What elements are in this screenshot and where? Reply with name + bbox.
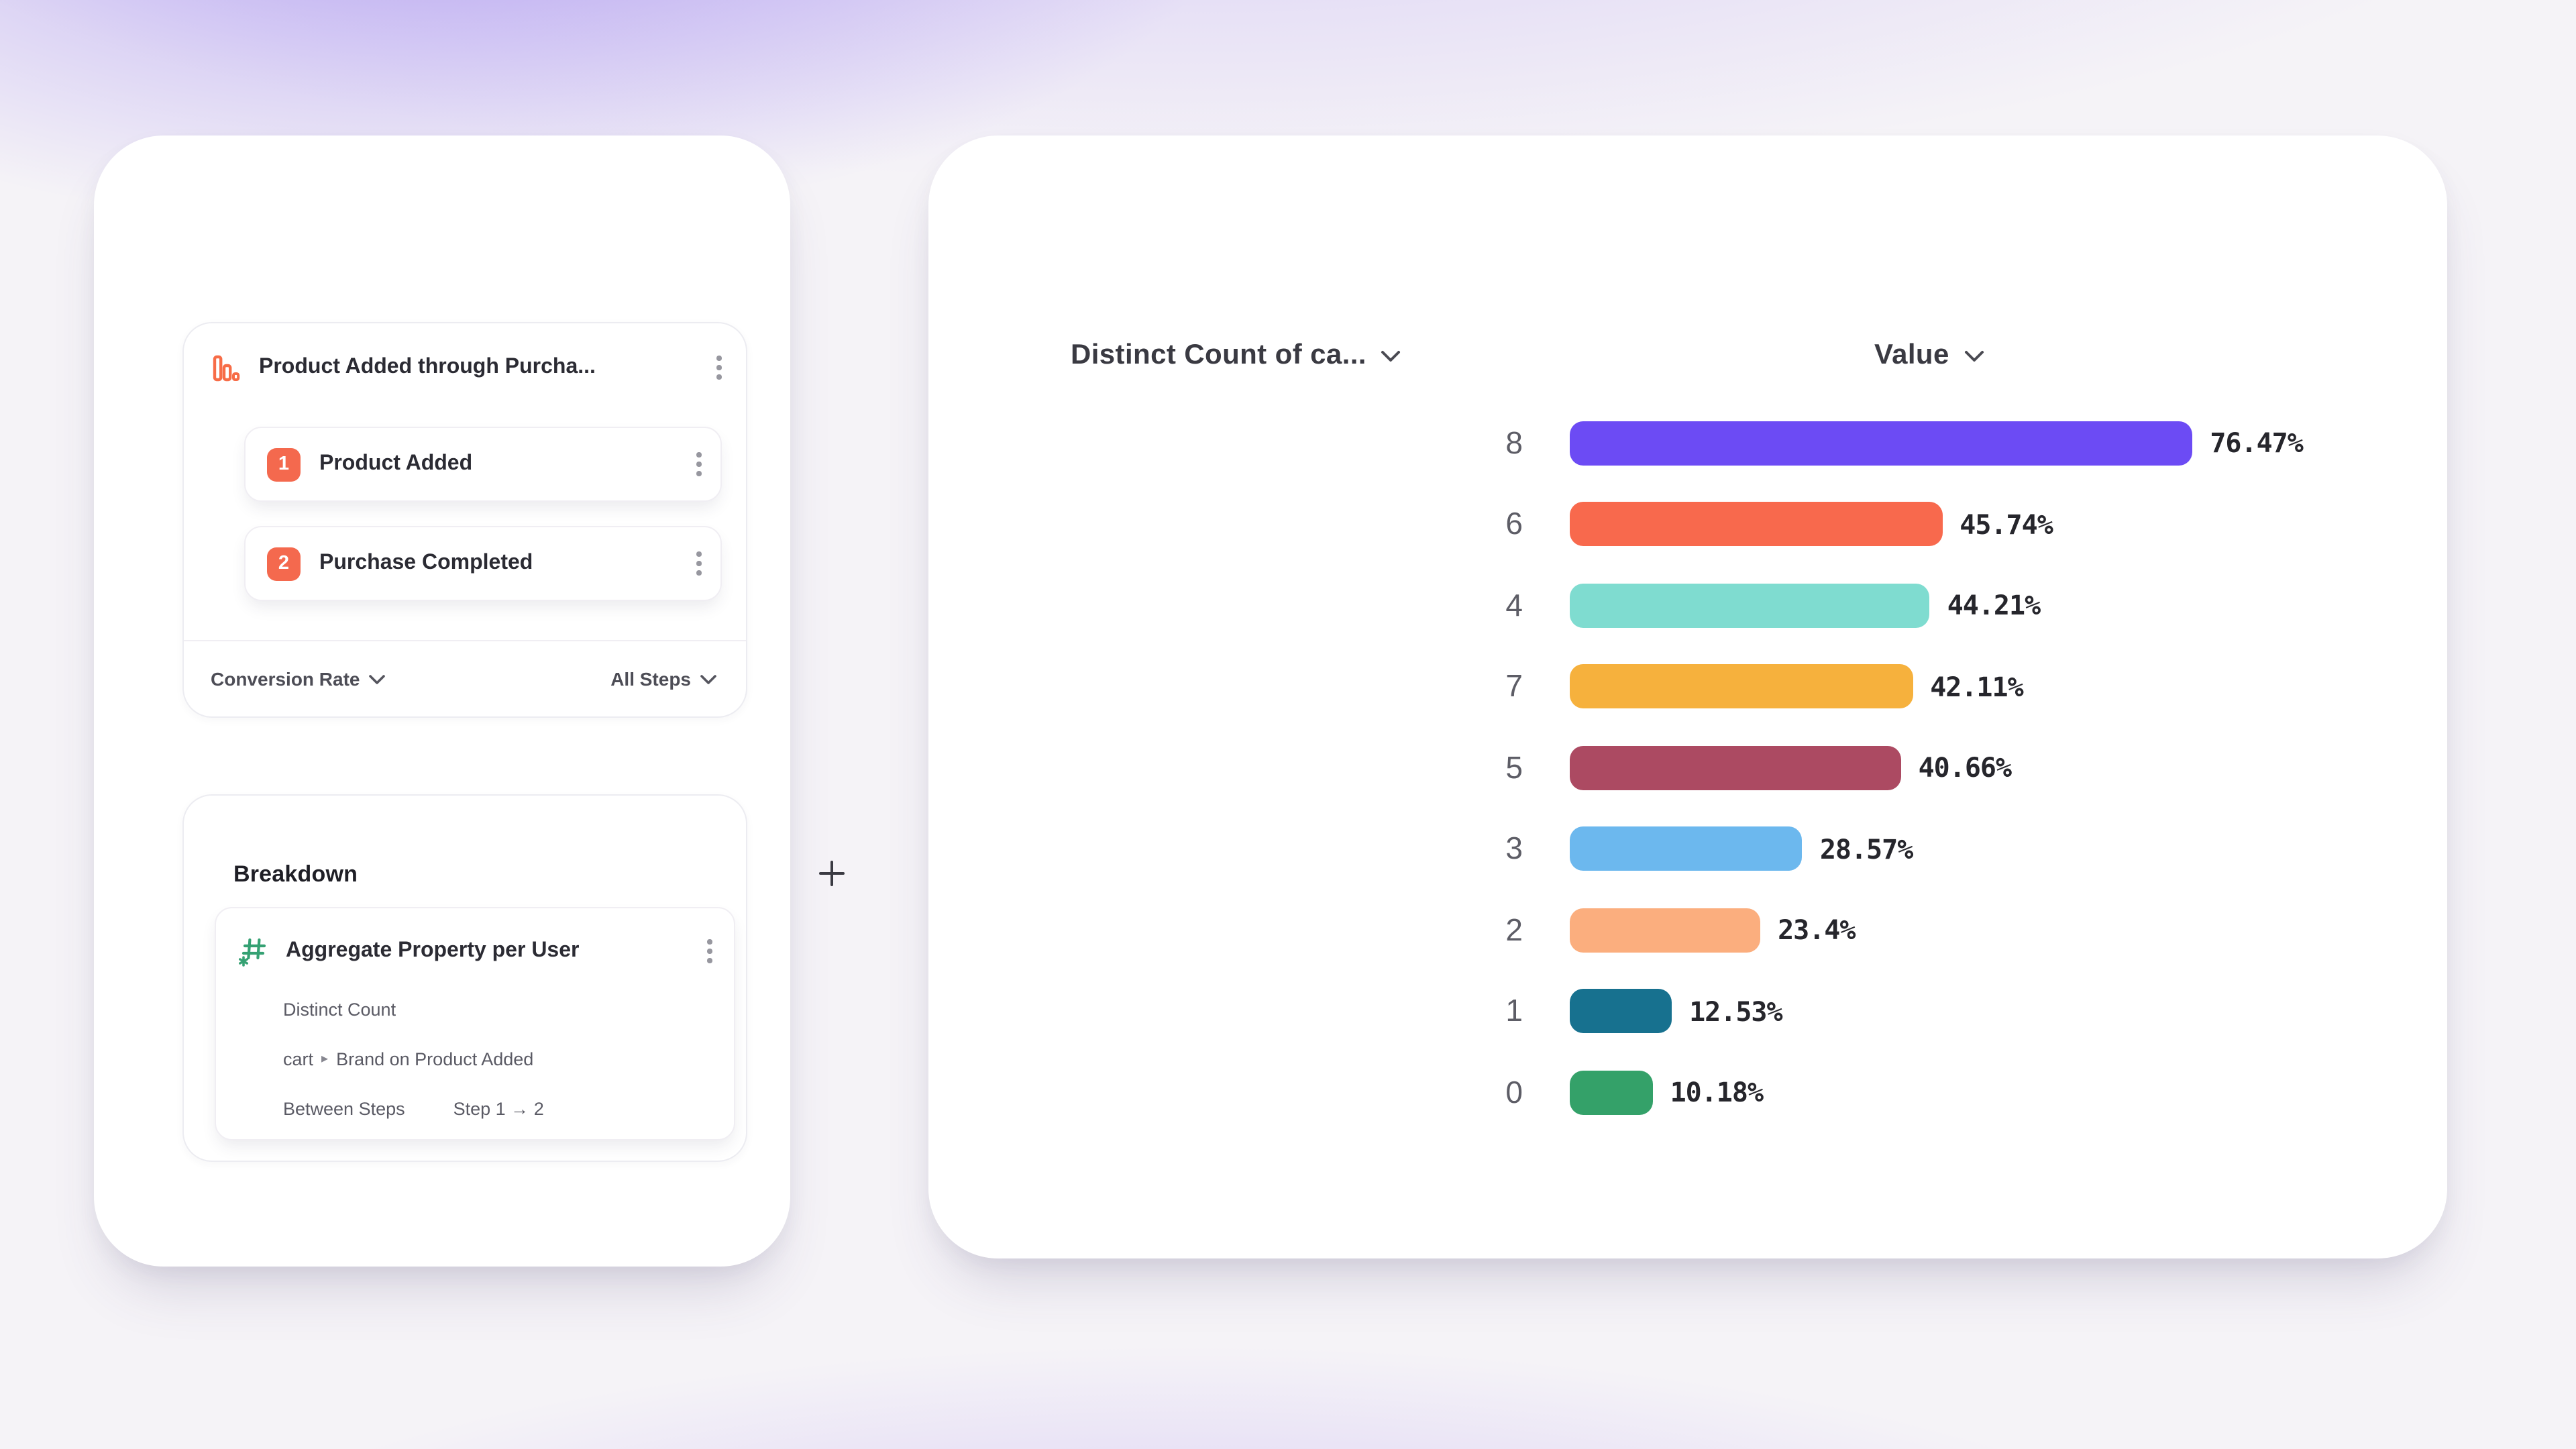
bar[interactable] [1570, 1070, 1653, 1115]
triangle-right-icon: ▸ [321, 1051, 329, 1066]
add-breakdown-plus-icon[interactable] [816, 857, 848, 890]
chart-row: 5 40.66% [928, 727, 2447, 808]
category-label: 2 [1505, 912, 1523, 947]
breakdown-property-row: Aggregate Property per User [237, 922, 720, 981]
bar[interactable] [1570, 989, 1672, 1034]
bar[interactable] [1570, 583, 1930, 628]
funnel-chart-icon [211, 352, 241, 383]
between-steps-scope[interactable]: Between Steps Step 1 → 2 [283, 1099, 544, 1119]
metric-footer: Conversion Rate All Steps [184, 640, 746, 716]
chart-panel: Distinct Count of ca... Value 8 76.47% 6 45… [928, 136, 2447, 1258]
all-steps-dropdown[interactable]: All Steps [610, 668, 716, 690]
value-column-header-dropdown[interactable]: Value [1874, 339, 1984, 372]
chevron-down-icon [1381, 350, 1401, 361]
value-label: 76.47% [2210, 427, 2304, 460]
category-label: 6 [1505, 506, 1523, 541]
chart-row: 8 76.47% [928, 402, 2447, 484]
breakdown-property-card[interactable]: Aggregate Property per User Distinct Cou… [215, 907, 735, 1140]
category-label: 7 [1505, 668, 1523, 704]
metric-event-menu-kebab-icon[interactable] [709, 347, 730, 388]
value-label: 42.11% [1930, 670, 2024, 703]
funnel-step-2[interactable]: 2 Purchase Completed [244, 526, 722, 601]
step-label: Product Added [319, 452, 473, 475]
category-label: 5 [1505, 749, 1523, 785]
chart-row: 4 44.21% [928, 565, 2447, 646]
metric-container: Product Added through Purcha... 1 Produc… [182, 322, 747, 718]
breakdown-column-header-dropdown[interactable]: Distinct Count of ca... [1071, 339, 1401, 372]
conversion-rate-dropdown[interactable]: Conversion Rate [211, 668, 386, 690]
chart-row: 1 12.53% [928, 971, 2447, 1052]
step-menu-kebab-icon[interactable] [689, 543, 710, 584]
bar[interactable] [1570, 664, 1913, 709]
bar[interactable] [1570, 421, 2193, 466]
breakdown-property-name: Aggregate Property per User [286, 939, 580, 962]
funnel-step-1[interactable]: 1 Product Added [244, 427, 722, 502]
hash-property-icon [237, 935, 270, 967]
value-label: 23.4% [1778, 914, 1856, 947]
value-label: 45.74% [1960, 508, 2053, 541]
metric-event-row[interactable]: Product Added through Purcha... [211, 337, 730, 398]
query-builder-panel: Metric Product Added through Purcha... 1… [94, 136, 845, 1267]
chart-row: 7 42.11% [928, 646, 2447, 727]
value-label: 40.66% [1918, 751, 2012, 784]
aggregation-type[interactable]: Distinct Count [283, 1000, 396, 1020]
category-label: 3 [1505, 830, 1523, 866]
bar[interactable] [1570, 908, 1761, 953]
step-label: Purchase Completed [319, 551, 533, 574]
category-label: 1 [1505, 993, 1523, 1028]
value-label: 44.21% [1947, 589, 2041, 622]
chart-row: 3 28.57% [928, 808, 2447, 890]
category-label: 0 [1505, 1074, 1523, 1110]
chevron-down-icon [369, 674, 386, 684]
value-label: 10.18% [1670, 1076, 1764, 1109]
chevron-down-icon [1964, 350, 1984, 361]
category-label: 8 [1505, 425, 1523, 460]
metric-event-name: Product Added through Purcha... [259, 356, 596, 378]
bar[interactable] [1570, 745, 1901, 790]
breakdown-menu-kebab-icon[interactable] [700, 931, 720, 971]
step-range: Step 1 → 2 [453, 1099, 544, 1119]
step-number-badge: 2 [267, 547, 301, 580]
property-path[interactable]: cart ▸ Brand on Product Added [283, 1049, 534, 1069]
chart-row: 2 23.4% [928, 890, 2447, 971]
value-label: 12.53% [1689, 995, 1783, 1028]
chart-rows: 8 76.47% 6 45.74% 4 44.21% 7 42.11% 5 40.66% 3 28.5… [928, 402, 2447, 1133]
step-menu-kebab-icon[interactable] [689, 444, 710, 484]
chart-row: 0 10.18% [928, 1052, 2447, 1133]
value-label: 28.57% [1819, 833, 1914, 865]
chart-row: 6 45.74% [928, 484, 2447, 565]
category-label: 4 [1505, 587, 1523, 623]
bar[interactable] [1570, 502, 1943, 547]
step-number-badge: 1 [267, 447, 301, 481]
chevron-down-icon [700, 674, 716, 684]
breakdown-section-title: Breakdown [233, 861, 358, 887]
bar[interactable] [1570, 826, 1803, 871]
